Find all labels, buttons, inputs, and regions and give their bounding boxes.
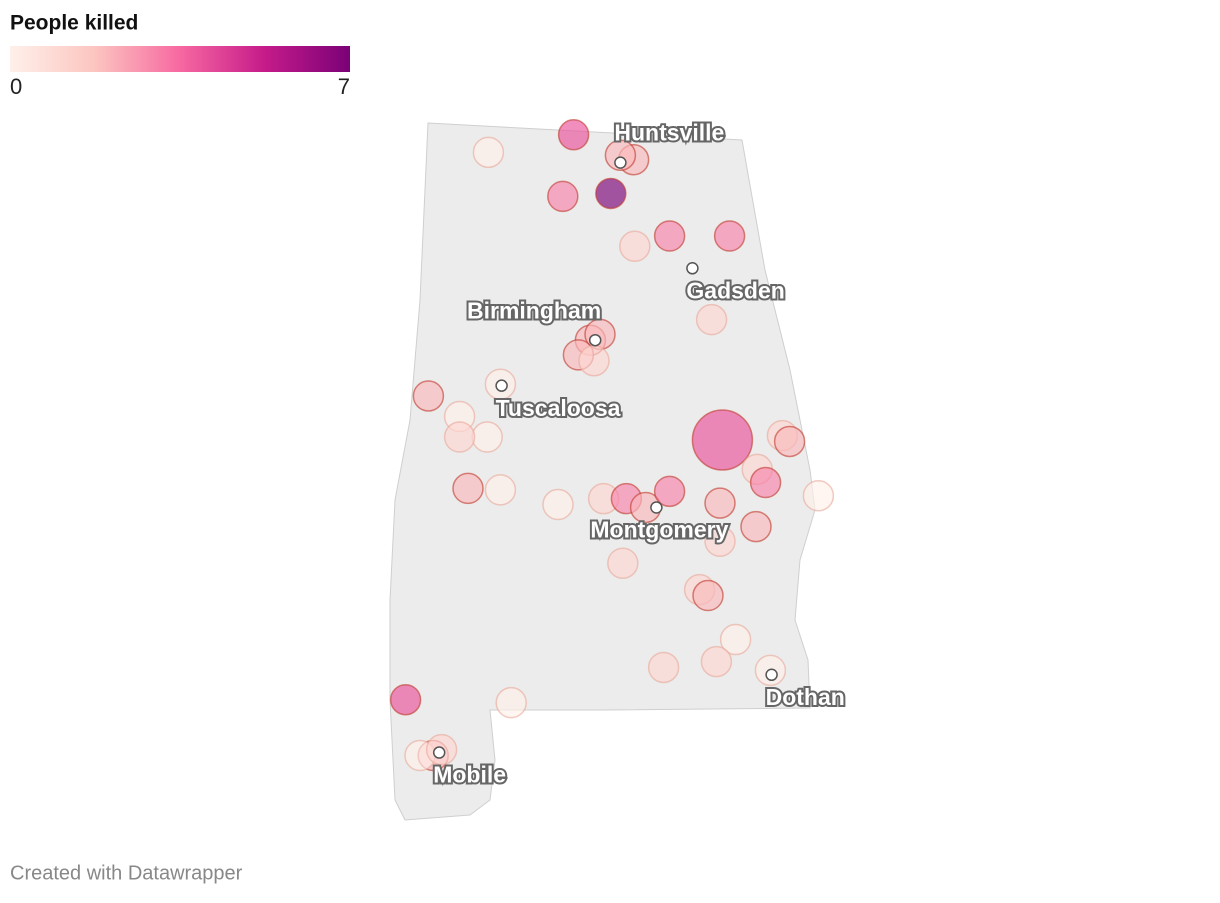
incident-bubble [749, 466, 782, 499]
incident-bubble [653, 220, 686, 252]
incident-bubble [704, 487, 736, 519]
incident-bubble [452, 472, 484, 505]
incident-bubble [692, 579, 724, 612]
incident-bubble [713, 220, 746, 252]
city-dot [686, 262, 699, 275]
incident-bubble [389, 683, 422, 716]
incident-bubble [647, 651, 680, 684]
footer: Created with Datawrapper [10, 862, 243, 884]
incident-bubble [653, 475, 686, 508]
city-dot [588, 333, 602, 347]
incident-bubble [557, 118, 590, 151]
incident-bubble [412, 380, 445, 412]
city-dot [650, 501, 663, 514]
incident-bubble [595, 177, 627, 210]
incident-bubble [704, 525, 736, 557]
incident-bubble [607, 547, 639, 579]
incident-bubble [719, 623, 752, 656]
incident-bubble [547, 180, 579, 213]
incident-bubble [542, 488, 574, 521]
legend-min: 0 [10, 74, 22, 99]
legend-title: People killed [10, 12, 138, 35]
city-dot [495, 379, 508, 392]
city-dot [765, 668, 778, 682]
incident-bubble [495, 686, 527, 719]
incident-bubble [695, 303, 728, 336]
incident-bubble [802, 479, 835, 512]
city-dot [614, 156, 627, 169]
legend-gradient [10, 46, 350, 72]
incident-bubble [484, 474, 517, 506]
incident-bubble [472, 136, 505, 169]
city-label: Mobile [433, 762, 506, 788]
incident-bubble [604, 139, 637, 172]
incident-bubble [619, 230, 651, 263]
incident-bubble [773, 425, 806, 458]
cities: Huntsville Gadsden Birmingham Tuscaloosa Mon… [431, 118, 847, 790]
city-label: Montgomery [590, 517, 728, 543]
incident-bubble [578, 344, 610, 377]
incident-bubble [700, 645, 733, 678]
incident-bubble [691, 409, 754, 471]
city-label: Birmingham [467, 297, 601, 323]
incident-bubble [443, 421, 476, 453]
incident-bubble [740, 510, 772, 543]
city-dot [432, 746, 446, 759]
city-label: Huntsville [614, 120, 724, 146]
city-label: Tuscaloosa [496, 395, 621, 421]
legend-max: 7 [338, 74, 350, 99]
incident-bubble [471, 421, 503, 453]
city-label: Gadsden [686, 277, 784, 303]
city-label: Dothan [766, 684, 845, 710]
